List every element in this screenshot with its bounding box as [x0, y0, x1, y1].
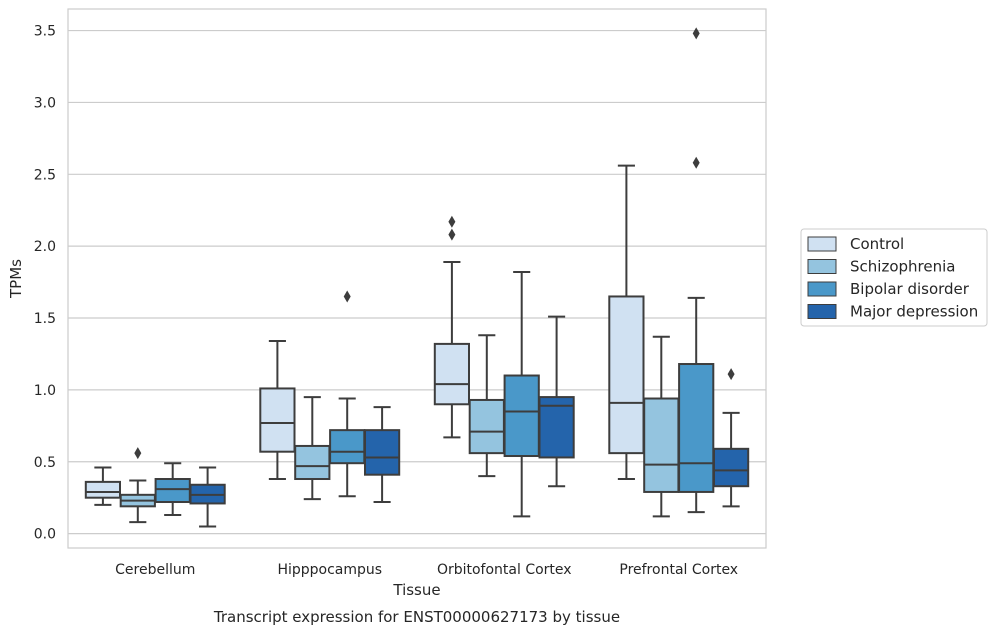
outlier-point: [692, 156, 700, 169]
box-body: [608, 295, 645, 455]
legend: Control Schizophrenia Bipolar disorder Majo…: [800, 228, 988, 327]
box-body: [712, 447, 750, 488]
box-body: [259, 387, 296, 453]
y-tick-label: 2.5: [34, 167, 56, 183]
box-bipolar-disorder: [503, 271, 540, 518]
outlier-point: [448, 228, 456, 241]
outlier-point: [692, 27, 700, 40]
box-bipolar-disorder: [329, 290, 366, 498]
y-tick-label: 1.5: [34, 311, 56, 327]
box-control: [259, 340, 296, 481]
x-tick-label: Orbitofontal Cortex: [437, 562, 572, 578]
y-axis-ticks: 0.0 0.5 1.0 1.5 2.0 2.5 3.0 3.5: [34, 24, 56, 543]
box-body: [433, 342, 471, 406]
x-axis-ticks: Cerebellum Hipppocampus Orbitofontal Corte…: [115, 562, 738, 578]
y-tick-label: 1.0: [34, 383, 56, 399]
box-groups: [84, 27, 750, 528]
box-body: [329, 429, 366, 465]
box-body: [538, 396, 575, 459]
box-body: [503, 374, 540, 458]
chart-caption: Transcript expression for ENST0000062717…: [213, 608, 620, 626]
box-schizophrenia: [468, 334, 505, 478]
box-major-depression: [363, 406, 401, 504]
box-bipolar-disorder: [154, 462, 191, 516]
outlier-point: [343, 290, 351, 303]
box-body: [678, 363, 715, 493]
legend-label: Bipolar disorder: [850, 280, 970, 298]
legend-swatch: [807, 281, 837, 297]
x-tick-label: Cerebellum: [115, 562, 195, 578]
legend-swatch: [807, 304, 837, 319]
legend-label: Control: [850, 235, 904, 253]
box-bipolar-disorder: [678, 27, 715, 514]
box-schizophrenia: [643, 335, 680, 518]
legend-frame: [800, 228, 988, 327]
box-body: [643, 397, 680, 493]
outlier-point: [448, 215, 456, 228]
box-body: [294, 444, 331, 481]
legend-label: Schizophrenia: [850, 258, 955, 276]
x-tick-label: Prefrontal Cortex: [619, 562, 738, 578]
y-tick-label: 3.0: [34, 95, 56, 111]
outlier-point: [727, 368, 735, 381]
y-tick-label: 2.0: [34, 239, 56, 255]
y-tick-label: 0.5: [34, 455, 56, 471]
y-tick-label: 3.5: [34, 24, 56, 40]
outlier-point: [134, 447, 142, 460]
box-body: [363, 429, 401, 476]
legend-label: Major depression: [850, 303, 978, 321]
box-control: [433, 215, 471, 439]
box-major-depression: [538, 315, 575, 488]
box-control: [608, 164, 645, 481]
box-body: [154, 478, 191, 504]
box-schizophrenia: [294, 396, 331, 501]
box-major-depression: [712, 368, 750, 508]
box-schizophrenia: [119, 447, 156, 524]
y-axis-label: TPMs: [7, 259, 25, 299]
box-body: [468, 398, 505, 455]
gridlines: [68, 29, 766, 535]
box-control: [84, 466, 122, 506]
legend-swatch: [807, 236, 837, 252]
plot-area: [67, 8, 767, 549]
y-tick-label: 0.0: [34, 527, 56, 543]
x-tick-label: Hipppocampus: [277, 562, 382, 578]
x-axis-label: Tissue: [392, 581, 440, 599]
box-major-depression: [189, 466, 226, 528]
box-body: [84, 480, 122, 499]
legend-swatch: [807, 259, 837, 274]
